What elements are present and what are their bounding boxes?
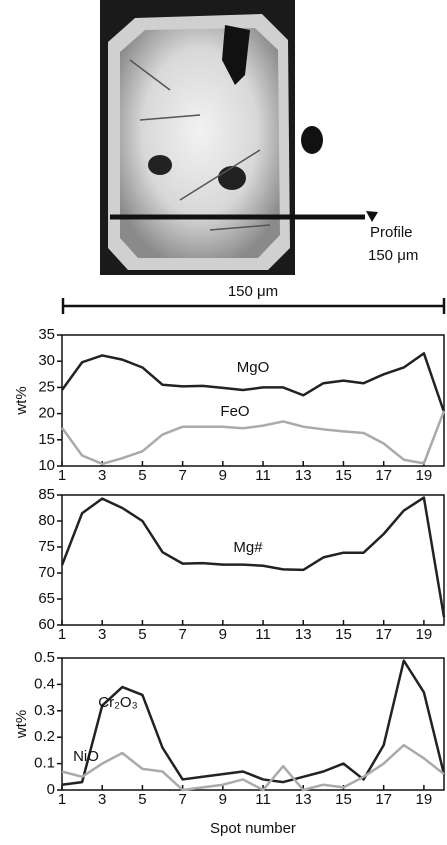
x-tick-label: 5 xyxy=(138,791,146,808)
x-tick-label: 7 xyxy=(178,791,186,808)
x-tick-label: 7 xyxy=(178,626,186,643)
x-tick-label: 11 xyxy=(255,467,271,484)
x-tick-label: 9 xyxy=(219,791,227,808)
micrograph xyxy=(100,0,378,275)
plot-frame xyxy=(61,657,445,791)
series-label: Cr₂O₃ xyxy=(98,694,137,711)
y-tick-label: 0.5 xyxy=(34,649,55,666)
x-tick-label: 17 xyxy=(375,467,392,484)
x-tick-label: 13 xyxy=(295,467,312,484)
y-tick-label: 70 xyxy=(38,564,55,581)
x-tick-label: 1 xyxy=(58,626,66,643)
x-tick-label: 19 xyxy=(416,626,433,643)
y-tick-label: 25 xyxy=(38,378,55,395)
y-tick-label: 80 xyxy=(38,512,55,529)
x-tick-label: 5 xyxy=(138,467,146,484)
x-axis-label: Spot number xyxy=(210,820,296,837)
scale-bar xyxy=(61,298,446,314)
data-line xyxy=(60,496,446,618)
x-tick-label: 17 xyxy=(375,791,392,808)
x-tick-label: 19 xyxy=(416,467,433,484)
y-axis-label: wt% xyxy=(13,710,30,739)
series-label: MgO xyxy=(237,359,270,376)
series-label: FeO xyxy=(220,403,249,420)
x-tick-label: 1 xyxy=(58,791,66,808)
y-tick-label: 75 xyxy=(38,538,55,555)
x-tick-label: 17 xyxy=(375,626,392,643)
profile-length: 150 μm xyxy=(368,247,418,264)
plot-frame xyxy=(61,334,445,467)
x-tick-label: 1 xyxy=(58,467,66,484)
x-tick-label: 13 xyxy=(295,626,312,643)
series-label: NiO xyxy=(73,748,99,765)
x-tick-label: 7 xyxy=(178,467,186,484)
y-tick-label: 30 xyxy=(38,352,55,369)
plot-frame xyxy=(61,494,445,626)
y-tick-label: 15 xyxy=(38,431,55,448)
y-tick-label: 35 xyxy=(38,326,55,343)
y-axis-label: wt% xyxy=(13,386,30,415)
y-tick-label: 85 xyxy=(38,486,55,503)
data-line xyxy=(60,410,446,466)
profile-label: Profile xyxy=(370,224,413,241)
data-line xyxy=(61,659,446,786)
y-tick-label: 0 xyxy=(47,781,55,798)
x-tick-label: 15 xyxy=(335,626,352,643)
series-label: Mg# xyxy=(233,539,263,556)
scale-bar-label: 150 μm xyxy=(228,283,278,300)
x-tick-label: 3 xyxy=(98,467,106,484)
x-tick-label: 19 xyxy=(416,791,433,808)
y-tick-label: 0.2 xyxy=(34,728,55,745)
x-tick-label: 15 xyxy=(335,467,352,484)
y-tick-label: 0.3 xyxy=(34,702,55,719)
y-tick-label: 60 xyxy=(38,616,55,633)
x-tick-label: 11 xyxy=(255,791,271,808)
x-tick-label: 3 xyxy=(98,626,106,643)
x-tick-label: 13 xyxy=(295,791,312,808)
y-tick-label: 0.1 xyxy=(34,755,55,772)
x-tick-label: 5 xyxy=(138,626,146,643)
data-line xyxy=(60,352,446,413)
y-tick-label: 65 xyxy=(38,590,55,607)
x-tick-label: 9 xyxy=(219,626,227,643)
x-tick-label: 11 xyxy=(255,626,271,643)
x-tick-label: 9 xyxy=(219,467,227,484)
y-tick-label: 0.4 xyxy=(34,675,55,692)
x-tick-label: 3 xyxy=(98,791,106,808)
data-line xyxy=(61,743,445,792)
y-tick-label: 10 xyxy=(38,457,55,474)
y-tick-label: 20 xyxy=(38,405,55,422)
x-tick-label: 15 xyxy=(335,791,352,808)
